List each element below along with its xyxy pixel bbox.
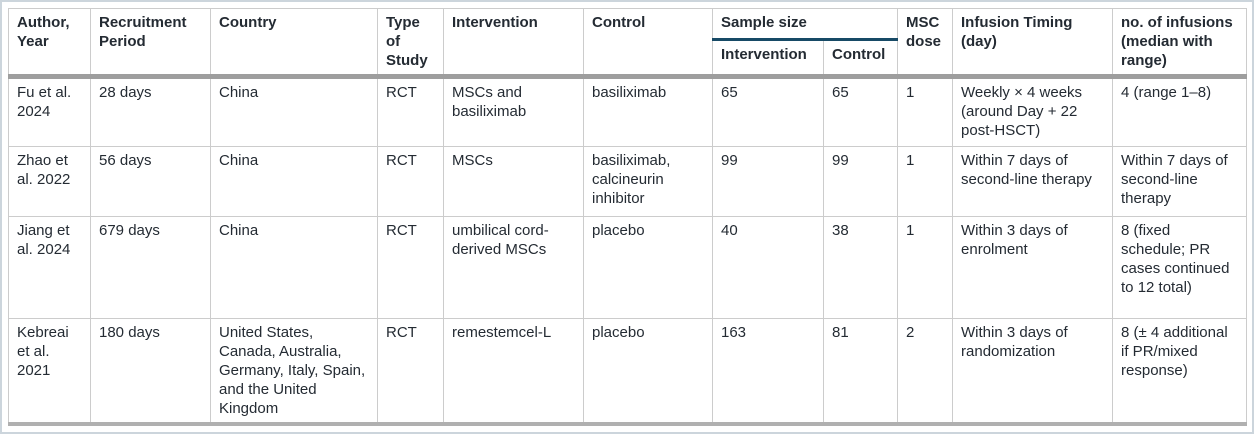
table-cell: 1: [897, 76, 954, 148]
table-cell: 99: [822, 146, 899, 218]
column-header-type-of-study: Type of Study: [377, 7, 444, 80]
table-cell: 65: [712, 76, 824, 148]
table-cell: RCT: [377, 216, 444, 320]
table-cell: 28 days: [90, 76, 211, 148]
table-cell: 65: [822, 76, 899, 148]
table-cell: RCT: [377, 76, 444, 148]
table-cell: China: [210, 216, 378, 320]
table-row: Kebreai et al. 2021 180 days United States…: [8, 318, 1248, 427]
table-cell: 99: [712, 146, 824, 218]
table-cell: China: [210, 76, 378, 148]
column-header-infusion-timing: Infusion Timing (day): [952, 7, 1114, 80]
column-header-no-of-infusions: no. of infusions (median with range): [1112, 7, 1248, 80]
table-cell: RCT: [377, 146, 444, 218]
table-cell: 8 (± 4 additional if PR/mixed response): [1112, 318, 1248, 427]
table-cell: placebo: [583, 216, 713, 320]
table-cell: United States, Canada, Australia, German…: [210, 318, 378, 427]
table-cell: placebo: [583, 318, 713, 427]
table-cell: 81: [822, 318, 899, 427]
table-cell: remestemcel-L: [443, 318, 584, 427]
column-header-author-year: Author, Year: [8, 7, 91, 80]
table-cell: Weekly × 4 weeks (around Day + 22 post-H…: [952, 76, 1114, 148]
table-row: Zhao et al. 2022 56 days China RCT MSCs basil…: [8, 146, 1248, 218]
column-header-recruitment-period: Recruitment Period: [90, 7, 211, 80]
table-cell: basiliximab, calcineurin inhibitor: [583, 146, 713, 218]
table-cell: Within 3 days of enrolment: [952, 216, 1114, 320]
column-header-country: Country: [210, 7, 378, 80]
table-row: Jiang et al. 2024 679 days China RCT umbilic…: [8, 216, 1248, 320]
column-header-intervention: Intervention: [443, 7, 584, 80]
table-cell: 4 (range 1–8): [1112, 76, 1248, 148]
table-cell: Jiang et al. 2024: [8, 216, 91, 320]
table-cell: 180 days: [90, 318, 211, 427]
table-cell: Fu et al. 2024: [8, 76, 91, 148]
column-header-control: Control: [583, 7, 713, 80]
table-cell: Within 7 days of second-line therapy: [952, 146, 1114, 218]
table-cell: 679 days: [90, 216, 211, 320]
table-cell: RCT: [377, 318, 444, 427]
table-cell: China: [210, 146, 378, 218]
table-cell: 40: [712, 216, 824, 320]
table-cell: Kebreai et al. 2021: [8, 318, 91, 427]
table-cell: MSCs and basiliximab: [443, 76, 584, 148]
column-header-sample-intervention: Intervention: [712, 38, 824, 80]
table-row: Fu et al. 2024 28 days China RCT MSCs and ba…: [8, 76, 1248, 148]
table-cell: Within 7 days of second-line therapy: [1112, 146, 1248, 218]
table-cell: Within 3 days of randomization: [952, 318, 1114, 427]
column-header-sample-size-group: Sample size: [711, 8, 899, 41]
table-cell: umbilical cord-derived MSCs: [443, 216, 584, 320]
table-cell: 163: [712, 318, 824, 427]
table-header: Author, Year Recruitment Period Country …: [8, 7, 1248, 80]
column-header-msc-dose: MSC dose: [897, 7, 954, 80]
column-header-sample-control: Control: [822, 38, 899, 80]
table-cell: basiliximab: [583, 76, 713, 148]
header-row-top: Author, Year Recruitment Period Country …: [8, 7, 1248, 80]
table-body: Fu et al. 2024 28 days China RCT MSCs and ba…: [8, 76, 1248, 427]
table-cell: 1: [897, 146, 954, 218]
table-cell: 1: [897, 216, 954, 320]
table-cell: 2: [897, 318, 954, 427]
table-cell: 8 (fixed schedule; PR cases continued to…: [1112, 216, 1248, 320]
studies-table: Author, Year Recruitment Period Country …: [8, 7, 1248, 427]
header-row-sub: Intervention Control: [9, 38, 1247, 80]
table-cell: 38: [822, 216, 899, 320]
table-cell: MSCs: [443, 146, 584, 218]
table-cell: 56 days: [90, 146, 211, 218]
table-cell: Zhao et al. 2022: [8, 146, 91, 218]
